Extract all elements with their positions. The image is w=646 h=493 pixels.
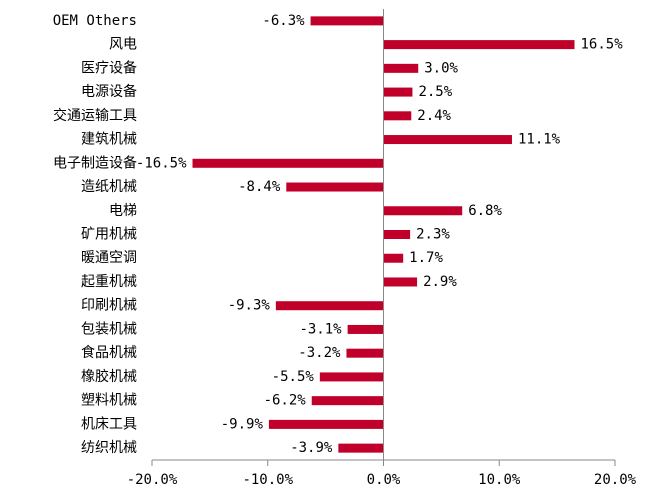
y-tick-label: 纺织机械 — [81, 440, 137, 456]
bar — [268, 419, 384, 429]
bar — [311, 396, 384, 406]
bar — [346, 348, 384, 358]
value-label: 2.9% — [423, 274, 457, 290]
value-label: -16.5% — [136, 155, 187, 171]
y-tick-label: 塑料机械 — [81, 393, 137, 409]
y-tick-label: 造纸机械 — [81, 179, 137, 195]
value-label: 16.5% — [580, 37, 623, 53]
x-tick-label: -20.0% — [127, 472, 178, 488]
x-tick-label: 20.0% — [594, 472, 637, 488]
y-tick-label: 橡胶机械 — [81, 368, 137, 385]
y-tick-label: 风电 — [109, 37, 137, 53]
y-tick-label: 机床工具 — [81, 416, 137, 432]
bar — [383, 40, 575, 50]
x-tick-label: -10.0% — [242, 472, 293, 488]
value-label: 2.3% — [416, 227, 450, 243]
bar — [338, 443, 384, 453]
y-tick-label: 暖通空调 — [81, 250, 137, 266]
y-tick-label: 医疗设备 — [81, 59, 137, 76]
bar — [347, 324, 384, 334]
value-label: 2.4% — [417, 108, 451, 124]
value-label: -9.9% — [221, 416, 264, 432]
value-label: 6.8% — [468, 203, 502, 219]
value-label: 2.5% — [418, 84, 452, 100]
y-tick-label: 电梯 — [109, 203, 137, 219]
bar — [319, 372, 384, 382]
value-label: -3.2% — [298, 345, 341, 361]
value-label: -5.5% — [272, 369, 315, 385]
value-label: 11.1% — [518, 132, 561, 148]
y-tick-label: 建筑机械 — [81, 132, 137, 148]
bar — [383, 111, 412, 121]
bar — [383, 230, 411, 239]
y-tick-label: 交通运输工具 — [53, 107, 137, 124]
value-label: -6.2% — [264, 393, 307, 409]
bar — [275, 301, 384, 311]
value-label: -3.1% — [299, 321, 342, 337]
y-tick-label: 包装机械 — [81, 321, 137, 337]
bar — [310, 16, 384, 26]
value-label: -6.3% — [262, 13, 305, 29]
value-label: 1.7% — [409, 250, 443, 266]
bar — [383, 206, 463, 216]
bar — [383, 253, 404, 263]
y-tick-label: 电源设备 — [81, 83, 137, 100]
x-tick-label: 0.0% — [367, 472, 401, 488]
y-tick-label: OEM Others — [53, 13, 137, 29]
bar — [383, 277, 418, 287]
value-label: -9.3% — [228, 298, 271, 314]
y-tick-label: 起重机械 — [81, 274, 137, 290]
bar — [383, 87, 413, 97]
y-tick-label: 矿用机械 — [81, 227, 137, 243]
y-tick-label: 印刷机械 — [81, 298, 137, 314]
y-tick-label: 食品机械 — [81, 344, 137, 361]
value-label: -3.9% — [290, 440, 333, 456]
value-label: 3.0% — [424, 60, 458, 76]
bar — [286, 182, 384, 192]
x-tick-label: 10.0% — [478, 472, 521, 488]
y-tick-label: 电子制造设备 — [53, 154, 137, 171]
bar — [383, 135, 512, 145]
value-label: -8.4% — [238, 179, 281, 195]
bar — [383, 63, 419, 73]
bar — [192, 158, 384, 168]
